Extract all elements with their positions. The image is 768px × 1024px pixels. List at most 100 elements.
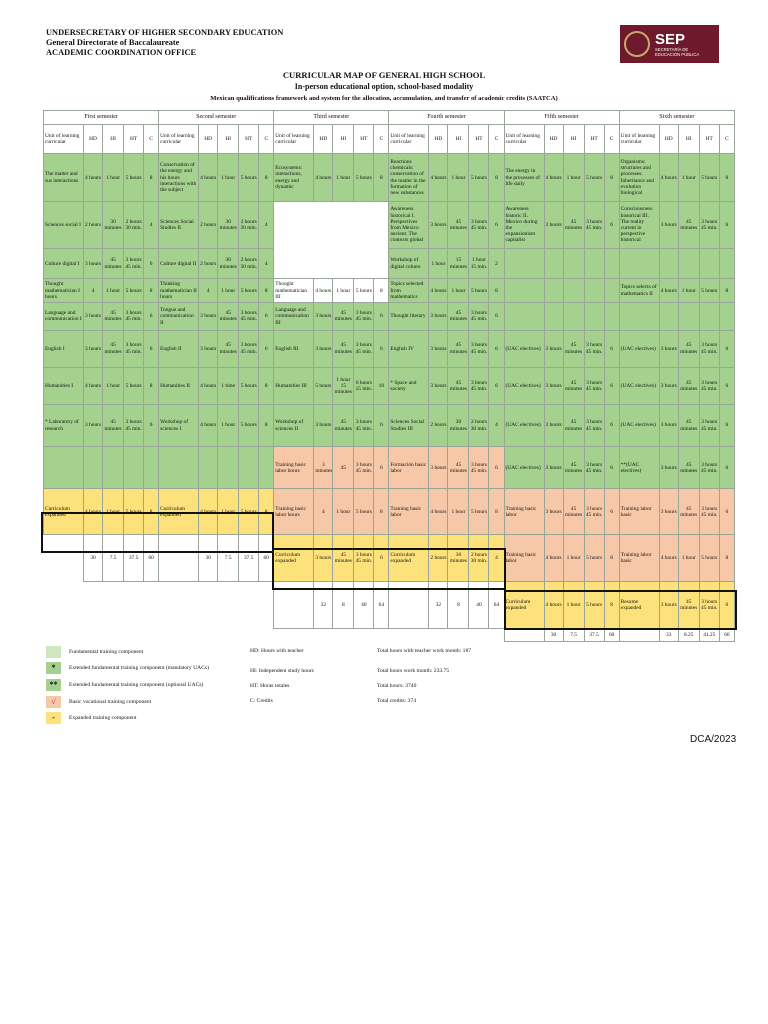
value-cell: 3 hours xyxy=(658,446,679,490)
value-cell: 4 xyxy=(488,534,505,583)
legend-item: ** Extended fundamental training componen… xyxy=(46,678,266,692)
value-cell xyxy=(428,628,448,642)
value-cell: 3 hours xyxy=(428,200,449,250)
value-cell: 33 xyxy=(658,628,679,642)
value-cell: 8 xyxy=(488,488,505,536)
value-cell: 3 hours xyxy=(313,329,334,368)
unit-cell: English II xyxy=(158,329,200,368)
value-cell xyxy=(677,248,700,279)
unit-cell xyxy=(273,201,314,249)
value-cell: 3 hours xyxy=(543,446,564,490)
legend-label: Expanded training component xyxy=(69,715,137,721)
value-cell: 4 hours xyxy=(198,366,219,405)
unit-cell: Training basic labor hours xyxy=(273,446,315,490)
value-cell: 8 xyxy=(447,581,470,630)
value-cell: 6 xyxy=(488,302,505,331)
unit-cell: Curriculum expanded xyxy=(42,488,85,536)
value-cell: 1 hour xyxy=(217,403,240,448)
value-cell: 4 hours xyxy=(198,153,219,202)
value-cell: 6 xyxy=(718,200,736,250)
value-cell: 45 minutes xyxy=(447,366,470,405)
column-header: HI xyxy=(447,123,470,155)
value-cell xyxy=(583,277,605,304)
value-cell: 1 hour xyxy=(332,153,355,202)
value-cell: 6 xyxy=(143,302,160,331)
value-cell: 45 minutes xyxy=(677,446,700,490)
value-cell: 45 minutes xyxy=(562,200,585,250)
value-cell: 8 xyxy=(603,581,620,630)
column-header: HI xyxy=(102,123,125,155)
value-cell: 5 hours xyxy=(123,153,145,202)
value-cell: 1 hour xyxy=(217,277,240,304)
value-cell xyxy=(603,302,620,331)
curricular-map-table: First semester Second semester Third semes… xyxy=(42,110,736,642)
value-cell: 3 hours xyxy=(198,329,219,368)
value-cell: 5 hours xyxy=(698,277,720,304)
value-cell: 6 xyxy=(603,446,620,490)
value-cell: 37.5 xyxy=(238,534,260,583)
value-cell xyxy=(543,302,564,331)
value-cell: 6 xyxy=(603,329,620,368)
value-cell: 5 hours xyxy=(698,534,720,583)
column-header: Unit of learning curricular xyxy=(273,123,315,155)
value-cell: 8 xyxy=(143,488,160,536)
value-cell: 5 hours xyxy=(238,488,260,536)
unit-cell xyxy=(618,302,660,331)
column-header: Unit of learning curricular xyxy=(388,123,430,155)
value-cell xyxy=(238,628,259,642)
unit-cell: Workshop of sciences I xyxy=(158,403,200,448)
value-cell: 1 hour xyxy=(102,153,125,202)
value-cell: 3 hours xyxy=(313,403,334,448)
value-cell: 4 hours xyxy=(658,277,679,304)
unit-cell: The matter and sus interactions xyxy=(42,153,85,202)
value-cell xyxy=(698,302,720,331)
unit-cell: English IV xyxy=(388,329,430,368)
value-cell: 8 xyxy=(143,153,160,202)
header-block: UNDERSECRETARY OF HIGHER SECONDARY EDUCA… xyxy=(46,28,283,58)
value-cell: 45 minutes xyxy=(677,581,700,630)
value-cell: 8 xyxy=(718,534,736,583)
column-header: HD xyxy=(428,123,449,155)
value-cell: 1 hour xyxy=(562,534,585,583)
column-header: HD xyxy=(83,123,104,155)
value-cell xyxy=(198,628,218,642)
semester-header: Second semester xyxy=(158,110,275,125)
table-row: 30 7.5 37.5 60 33 8.25 41.25 66 xyxy=(43,628,736,642)
column-header: HI xyxy=(677,123,700,155)
semester-header: First semester xyxy=(42,110,160,125)
unit-cell: English I xyxy=(42,329,85,368)
value-cell: 5 hours xyxy=(238,403,260,448)
value-cell xyxy=(373,248,389,279)
value-cell: 1 hour xyxy=(562,153,585,202)
value-cell: 45 minutes xyxy=(217,302,240,331)
value-cell: 37.5 xyxy=(123,534,145,583)
table-row: 30 7.5 37.5 60 30 7.5 37.5 60 Curriculum expande… xyxy=(43,534,736,583)
value-cell xyxy=(143,628,159,642)
value-cell xyxy=(718,302,736,331)
value-cell: 2 hours 30 min. xyxy=(238,248,260,279)
column-header: HT xyxy=(698,123,720,155)
curriculum-expanded-highlight-1 xyxy=(41,512,274,553)
value-cell: 2 hours 30 min. xyxy=(123,200,145,250)
value-cell: 45 minutes xyxy=(447,302,470,331)
value-cell: 4 hours xyxy=(428,277,449,304)
value-cell: 30 xyxy=(83,534,104,583)
unit-cell: Humanities II xyxy=(158,366,200,405)
value-cell: 6 xyxy=(488,366,505,405)
value-cell: 4 hours xyxy=(543,153,564,202)
value-cell: 3 hours 45 min. xyxy=(123,302,145,331)
legend-item: Fundamental training component xyxy=(46,645,266,659)
table-row: The matter and sus interactions 4 hours 1 … xyxy=(42,153,736,202)
unit-cell: Language and communication III xyxy=(273,302,315,331)
value-cell: 2 hours 30 min. xyxy=(468,403,490,448)
value-cell: 3 hours 45 min. xyxy=(698,403,720,448)
value-cell xyxy=(543,248,564,279)
column-header: HD xyxy=(658,123,679,155)
value-cell: 4 hours xyxy=(428,153,449,202)
value-cell: 64 xyxy=(373,581,390,630)
value-cell: 60 xyxy=(603,628,620,642)
value-cell: 3 hours 45 min. xyxy=(238,329,260,368)
unit-cell: Thought literary xyxy=(388,302,430,331)
value-cell: 6 xyxy=(488,200,505,250)
value-cell: 5 hours xyxy=(468,277,490,304)
